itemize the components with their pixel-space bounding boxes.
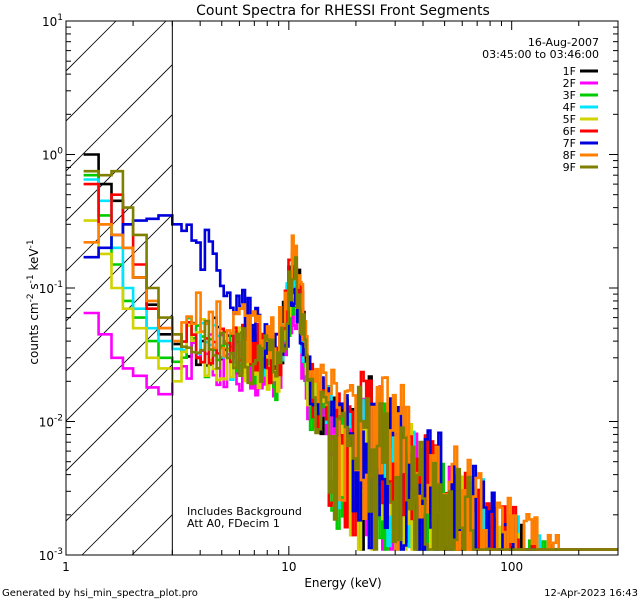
y-tick-label: 100: [42, 147, 63, 163]
series-line-8f: [83, 223, 618, 551]
y-tick-label: 10-1: [39, 280, 63, 296]
y-axis-label-exp3: -1: [26, 239, 36, 248]
legend-label-4f: 4F: [563, 101, 576, 114]
y-axis-label-exp2: -1: [26, 274, 36, 283]
y-tick-label-exp: -2: [54, 414, 63, 424]
hatch-line: [66, 214, 173, 322]
y-tick-label-base: 10: [42, 15, 57, 29]
legend-label-2f: 2F: [563, 77, 576, 90]
y-tick-label-base: 10: [39, 416, 54, 430]
legend-label-6f: 6F: [563, 125, 576, 138]
series-line-9f: [83, 169, 618, 551]
y-axis-label-base: counts cm: [27, 302, 41, 364]
annotation-attenuator: Att A0, FDecim 1: [187, 517, 280, 530]
hatch-line: [66, 21, 167, 122]
legend-label-3f: 3F: [563, 89, 576, 102]
hatch-line: [66, 364, 173, 472]
legend-label-5f: 5F: [563, 113, 576, 126]
y-tick-label: 101: [42, 13, 63, 29]
y-tick-label-base: 10: [39, 549, 54, 563]
x-tick-labels: 1 10 100: [62, 560, 523, 574]
x-tick-label: 10: [281, 560, 296, 574]
chart-title: Count Spectra for RHESSI Front Segments: [196, 3, 490, 19]
hatch-line: [66, 414, 173, 522]
time-range-label: 03:45:00 to 03:46:00: [482, 48, 599, 61]
y-axis-label: counts cm-2 s-1 keV-1: [26, 239, 41, 364]
hatch-line: [66, 64, 173, 172]
date-label: 16-Aug-2007: [528, 36, 599, 49]
x-tick-label: 1: [62, 560, 70, 574]
y-tick-label: 10-3: [39, 547, 63, 563]
y-axis-label-tail: keV: [27, 248, 41, 275]
legend-label-1f: 1F: [563, 65, 576, 78]
x-axis-label: Energy (keV): [304, 576, 381, 590]
footer-generated-by: Generated by hsi_min_spectra_plot.pro: [2, 588, 198, 599]
annotation-background: Includes Background: [187, 505, 302, 518]
x-tick-label: 100: [500, 560, 523, 574]
y-tick-label: 10-2: [39, 414, 63, 430]
series-lines: [83, 153, 618, 551]
legend-label-8f: 8F: [563, 149, 576, 162]
footer-timestamp: 12-Apr-2023 16:43: [544, 588, 638, 599]
y-axis-label-mid: s: [27, 283, 41, 293]
legend-label-7f: 7F: [563, 137, 576, 150]
y-tick-label-exp: -1: [54, 280, 63, 290]
y-tick-label-exp: 1: [57, 13, 63, 23]
hatched-region: [66, 21, 173, 555]
hatch-line: [81, 464, 173, 555]
y-tick-label-base: 10: [39, 282, 54, 296]
y-tick-label-base: 10: [42, 149, 57, 163]
series-line-7f: [83, 214, 618, 551]
y-axis-label-exp1: -2: [26, 293, 36, 302]
y-tick-label-exp: -3: [54, 547, 63, 557]
axis-ticks: [65, 21, 619, 556]
y-tick-label-exp: 0: [57, 147, 63, 157]
legend-label-9f: 9F: [563, 161, 576, 174]
